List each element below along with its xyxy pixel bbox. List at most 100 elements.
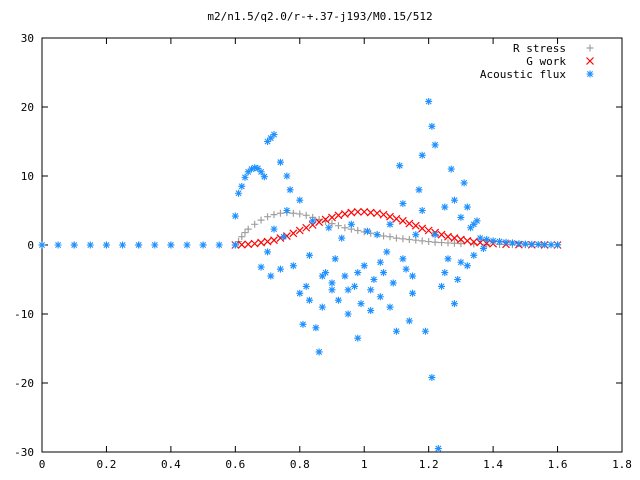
- data-point: [438, 239, 446, 247]
- data-point: [119, 241, 127, 249]
- data-point: [286, 186, 294, 194]
- data-point: [418, 207, 426, 214]
- data-point: [295, 226, 304, 235]
- data-point: [454, 276, 462, 283]
- data-point: [450, 234, 459, 243]
- data-point: [302, 211, 310, 219]
- data-point: [460, 179, 468, 187]
- data-point: [305, 251, 313, 259]
- data-point: [270, 236, 278, 245]
- data-point: [360, 262, 368, 270]
- data-point: [38, 241, 46, 249]
- data-point: [438, 282, 446, 290]
- data-point: [463, 236, 472, 245]
- data-point: [241, 229, 249, 237]
- data-point: [392, 234, 400, 242]
- data-point: [418, 237, 426, 245]
- series-acoustic-flux: [38, 97, 562, 453]
- data-point: [463, 203, 471, 211]
- data-point: [396, 162, 404, 170]
- data-point: [244, 225, 252, 233]
- data-point: [353, 207, 362, 216]
- data-point: [70, 241, 78, 249]
- data-point: [267, 272, 275, 280]
- data-point: [299, 320, 307, 328]
- x-tick-label: 0.4: [161, 458, 181, 471]
- data-point: [515, 240, 523, 248]
- data-point: [321, 215, 330, 224]
- data-point: [521, 240, 529, 248]
- data-point: [151, 241, 159, 249]
- data-point: [215, 241, 223, 249]
- data-point: [467, 224, 475, 232]
- data-point: [276, 265, 284, 273]
- data-point: [325, 224, 333, 232]
- y-tick-label: -30: [14, 446, 34, 459]
- data-point: [341, 272, 349, 280]
- data-point: [257, 238, 266, 247]
- data-point: [344, 286, 352, 294]
- data-point: [347, 208, 356, 217]
- data-point: [399, 200, 407, 208]
- data-point: [386, 303, 394, 311]
- data-point: [379, 210, 388, 219]
- data-point: [450, 196, 458, 204]
- data-point: [251, 220, 259, 228]
- x-tick-label: 0.2: [97, 458, 117, 471]
- data-point: [254, 164, 262, 172]
- data-point: [380, 269, 388, 277]
- data-point: [463, 262, 471, 270]
- data-point: [340, 210, 349, 218]
- data-point: [547, 241, 555, 249]
- data-point: [237, 240, 246, 249]
- data-point: [437, 230, 446, 239]
- data-point: [296, 289, 304, 297]
- data-point: [444, 232, 452, 241]
- data-point: [380, 232, 388, 240]
- data-point: [405, 219, 414, 228]
- data-point: [328, 286, 336, 294]
- data-point: [328, 213, 336, 222]
- data-point: [376, 293, 384, 301]
- data-point: [231, 212, 239, 220]
- data-point: [428, 373, 436, 381]
- data-point: [367, 286, 375, 294]
- y-tick-label: 30: [21, 32, 34, 45]
- data-point: [305, 296, 313, 304]
- data-point: [347, 220, 355, 228]
- x-tick-label: 1.6: [548, 458, 568, 471]
- data-point: [183, 241, 191, 249]
- data-point: [470, 220, 478, 228]
- x-tick-label: 1: [361, 458, 368, 471]
- data-point: [441, 203, 449, 211]
- data-point: [322, 269, 330, 277]
- data-point: [302, 282, 310, 290]
- data-point: [418, 224, 427, 233]
- data-point: [534, 240, 542, 248]
- data-point: [496, 238, 504, 246]
- data-point: [296, 196, 304, 204]
- data-point: [489, 237, 497, 245]
- data-point: [244, 240, 253, 249]
- data-point: [315, 348, 323, 356]
- data-point: [424, 226, 433, 235]
- data-point: [334, 211, 343, 220]
- data-point: [334, 296, 342, 304]
- data-point: [251, 164, 259, 172]
- y-tick-label: -10: [14, 308, 34, 321]
- data-point: [450, 300, 458, 308]
- data-point: [398, 216, 407, 225]
- data-point: [250, 239, 259, 248]
- y-tick-label: 20: [21, 101, 34, 114]
- data-point: [373, 231, 381, 239]
- data-point: [528, 240, 536, 248]
- data-point: [386, 220, 394, 228]
- data-point: [363, 227, 371, 235]
- data-point: [289, 229, 298, 238]
- data-point: [360, 207, 369, 216]
- data-point: [386, 212, 394, 221]
- data-point: [241, 173, 249, 181]
- data-point: [264, 213, 272, 221]
- data-point: [444, 239, 452, 247]
